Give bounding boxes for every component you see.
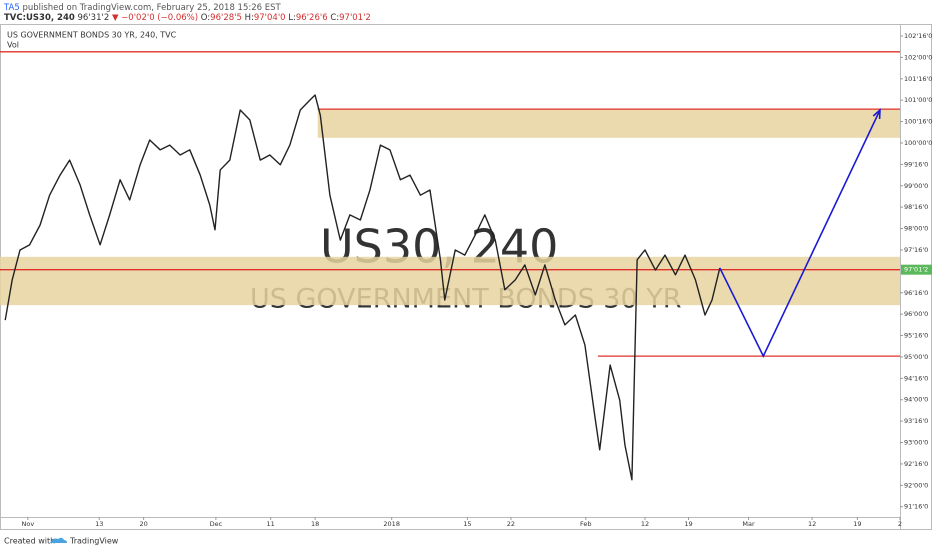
h-key: H:	[245, 13, 254, 23]
x-tick-label: Mar	[742, 520, 755, 528]
l-key: L:	[288, 13, 296, 23]
arrow-head	[872, 108, 881, 120]
x-tick-label: 11	[267, 520, 275, 528]
c-key: C:	[330, 13, 339, 23]
zone	[317, 109, 901, 138]
x-tick-label: 12	[641, 520, 649, 528]
y-tick-label: 101'16'0	[904, 75, 932, 83]
y-tick-label: 91'16'0	[904, 503, 928, 511]
y-tick-label: 92'16'0	[904, 460, 928, 468]
x-tick-label: 15	[463, 520, 471, 528]
chart-title: US GOVERNMENT BONDS 30 YR, 240, TVC	[7, 31, 177, 40]
tradingview-logo	[50, 537, 67, 543]
header-line: TA5 published on TradingView.com, Februa…	[3, 3, 282, 13]
projection-arrow	[719, 109, 881, 358]
x-tick-label: Dec	[210, 520, 223, 528]
y-tick-label: 94'16'0	[904, 374, 928, 382]
volume-label: Vol	[7, 41, 19, 50]
y-tick-label: 95'16'0	[904, 332, 928, 340]
ohlc-line: TVC:US30, 240 96'31'2 ▼ −0'02'0 (−0.06%)…	[4, 13, 371, 23]
y-tick-label: 93'00'0	[904, 439, 928, 447]
y-tick-label: 94'00'0	[904, 396, 928, 404]
price-tag	[901, 264, 932, 275]
o-key: O:	[201, 13, 210, 23]
y-tick-label: 97'16'0	[904, 246, 928, 254]
x-tick-label: 2	[898, 520, 902, 528]
price-line-series	[4, 94, 721, 481]
y-tick-label: 96'00'0	[904, 310, 928, 318]
x-tick-label: Nov	[22, 520, 35, 528]
h-value: 97'04'0	[254, 13, 286, 23]
y-tick-label: 101'00'0	[904, 96, 932, 104]
y-tick-label: 96'16'0	[904, 289, 928, 297]
x-tick-label: 13	[95, 520, 103, 528]
zone	[0, 256, 900, 306]
y-tick-label: 99'16'0	[904, 160, 928, 168]
y-tick-label: 98'16'0	[904, 203, 928, 211]
author[interactable]: TA5	[3, 3, 20, 13]
o-value: 96'28'5	[210, 13, 242, 23]
y-tick-label: 92'00'0	[904, 481, 928, 489]
x-tick-label: 22	[507, 520, 515, 528]
footer-text: Created with	[4, 537, 55, 546]
y-tick-label: 100'16'0	[904, 118, 932, 126]
x-tick-label: 18	[311, 520, 319, 528]
last: 96'31'2	[78, 13, 110, 23]
price-tag-label: 97'01'2	[904, 266, 928, 274]
y-tick-label: 100'00'0	[904, 139, 932, 147]
published: published on TradingView.com, February 2…	[22, 3, 281, 13]
l-value: 96'26'6	[296, 13, 328, 23]
y-tick-label: 102'16'0	[904, 32, 932, 40]
x-tick-label: 2018	[383, 520, 400, 528]
x-tick-label: 20	[139, 520, 147, 528]
y-tick-label: 102'00'0	[904, 53, 932, 61]
x-tick-label: Feb	[580, 520, 592, 528]
x-tick-label: 12	[808, 520, 816, 528]
change: ▼ −0'02'0 (−0.06%)	[112, 13, 198, 23]
footer-brand[interactable]: TradingView	[69, 537, 119, 546]
symbol: TVC:US30, 240	[4, 13, 75, 23]
x-tick-label: 19	[684, 520, 692, 528]
y-tick-label: 95'00'0	[904, 353, 928, 361]
x-tick-label: 19	[853, 520, 861, 528]
y-tick-label: 98'00'0	[904, 225, 928, 233]
y-tick-label: 99'00'0	[904, 182, 928, 190]
y-tick-label: 93'16'0	[904, 417, 928, 425]
c-value: 97'01'2	[339, 13, 371, 23]
